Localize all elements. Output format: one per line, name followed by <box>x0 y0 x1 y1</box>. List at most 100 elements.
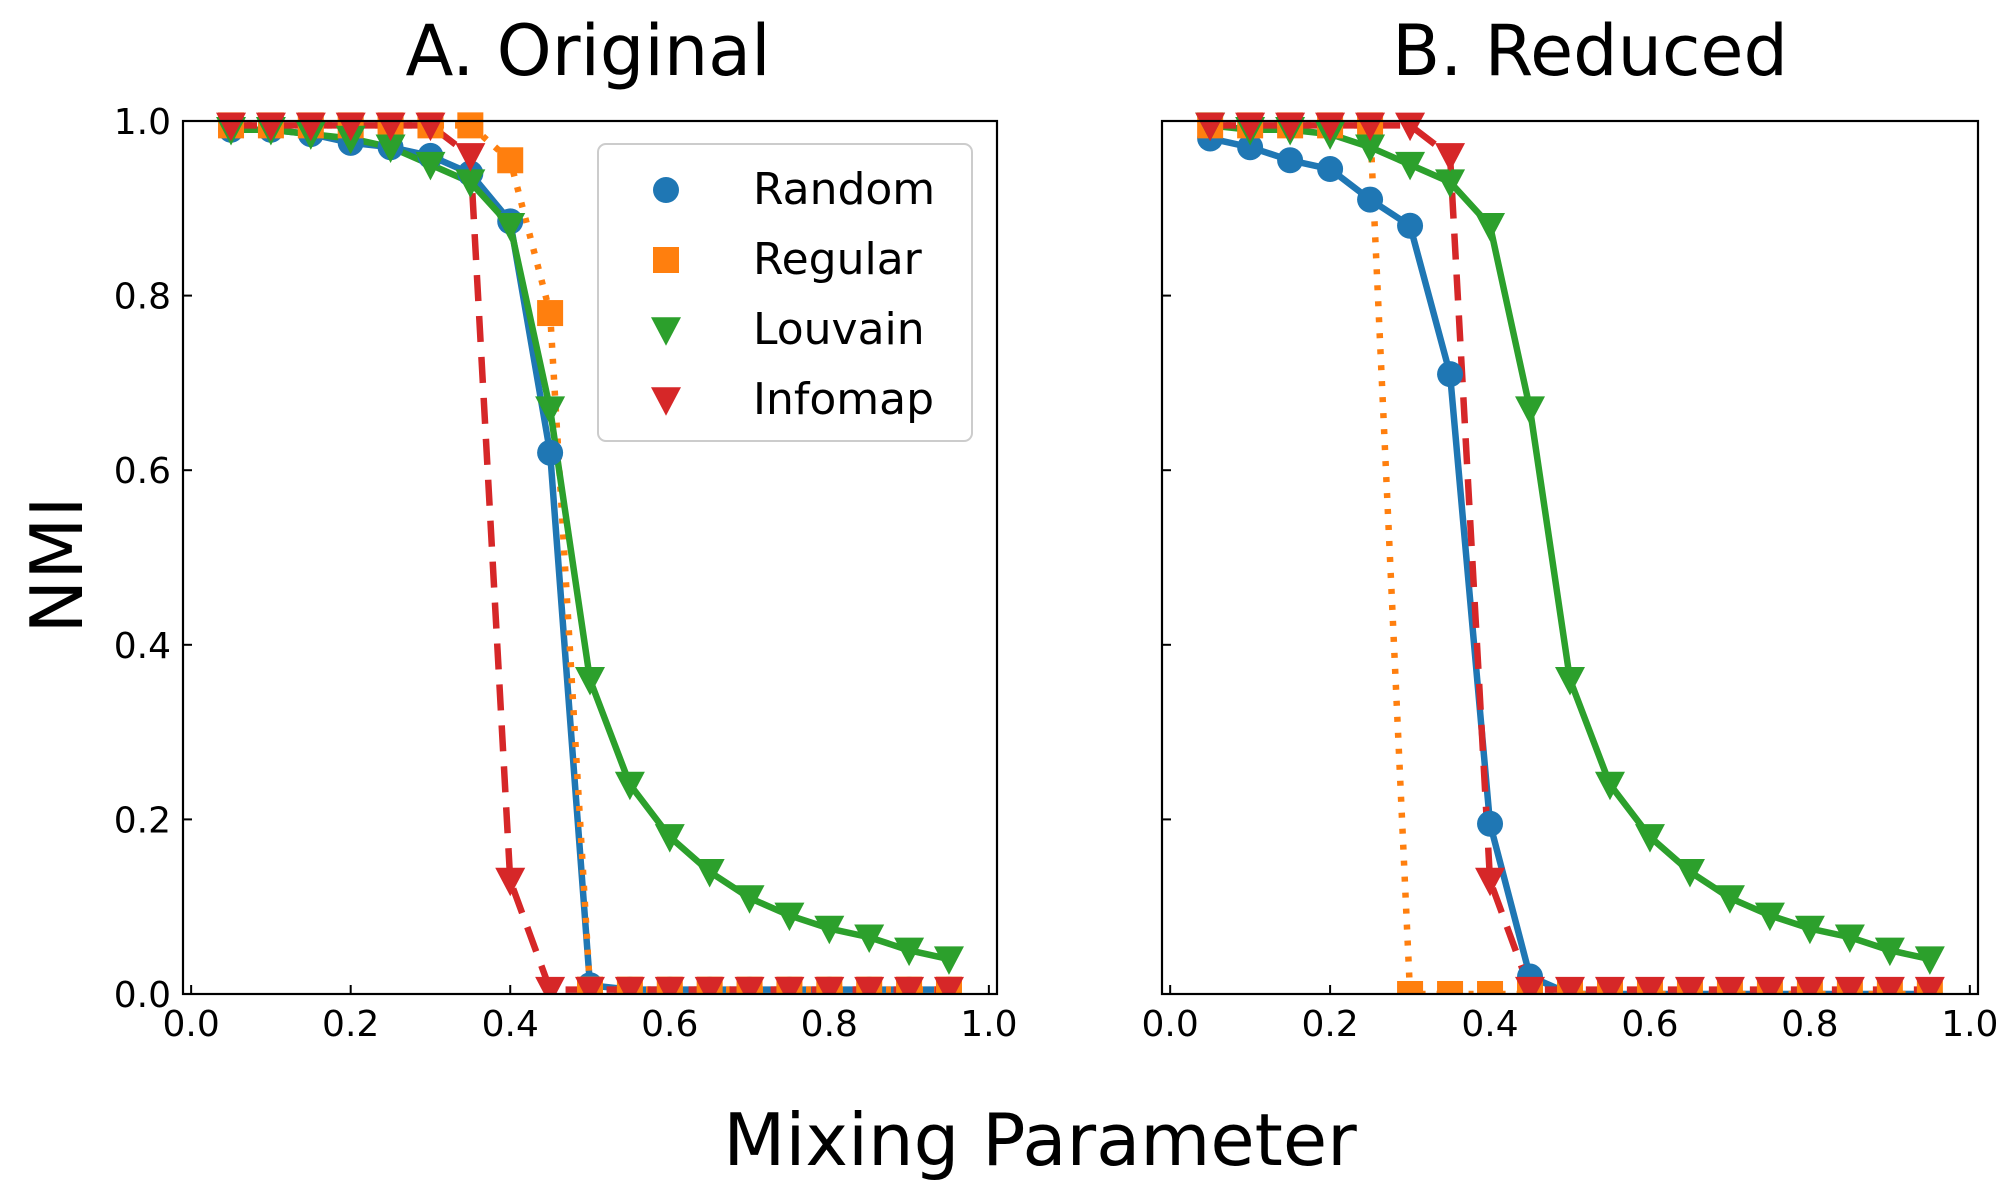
panel-a-xtick-label: 0.8 <box>801 1004 858 1045</box>
panel-b-regular-point <box>1437 981 1464 994</box>
panel-b-random-point <box>1357 186 1384 213</box>
panel-a-plot: 0.0 0.2 0.4 0.6 0.8 1.0 0.0 0.2 0.4 0.6 0.8 1.0 Rand… <box>114 102 1018 1045</box>
panel-a-infomap-point <box>933 976 964 994</box>
panel-b-regular-point <box>1397 981 1424 994</box>
panel-a-infomap-point <box>774 976 805 994</box>
panel-a-infomap-point <box>814 976 845 994</box>
panel-a-infomap-point <box>335 112 366 142</box>
legend-infomap-label: Infomap <box>753 374 934 425</box>
legend: Random Regular Louvain Infomap <box>597 143 973 442</box>
panel-a-louvain-point <box>933 946 964 975</box>
x-axis-label: Mixing Parameter <box>723 1098 1357 1182</box>
panel-b-random-point <box>1397 212 1424 239</box>
panel-b-infomap-line <box>1210 122 1930 993</box>
panel-a-louvain-point <box>814 915 845 945</box>
panel-b-louvain-point <box>1435 169 1466 198</box>
panel-a-infomap-point <box>535 976 566 994</box>
panel-b-frame <box>1160 119 1980 996</box>
panel-a-louvain-point <box>455 169 486 198</box>
panel-b-louvain-point <box>1475 213 1506 242</box>
panel-a-louvain-point <box>614 771 645 801</box>
panel-a-louvain-point <box>694 859 725 888</box>
legend-random-marker <box>653 177 679 203</box>
panel-b-infomap-point <box>1754 976 1785 994</box>
panel-b-infomap-point <box>1355 112 1386 142</box>
legend-louvain-label: Louvain <box>753 304 925 355</box>
panel-b-infomap-point <box>1475 867 1506 897</box>
panel-a-louvain-point <box>495 213 526 242</box>
panel-b-infomap-point <box>1874 976 1905 994</box>
panel-a-infomap-point <box>734 976 765 994</box>
panel-a-louvain-point <box>654 824 685 853</box>
panel-b-xtick-label: 0.8 <box>1781 1004 1838 1045</box>
panel-a-regular-point <box>537 300 564 327</box>
panel-b-xtick-label: 0.6 <box>1621 1004 1678 1045</box>
legend-regular-marker <box>653 247 679 273</box>
panel-b-louvain-point <box>1794 915 1825 945</box>
panel-b-infomap-point <box>1634 976 1665 994</box>
panel-a-infomap-point <box>854 976 885 994</box>
panel-b-xtick-label: 1.0 <box>1941 1004 1998 1045</box>
panel-b-infomap-point <box>1195 112 1226 142</box>
panel-a-louvain-point <box>774 902 805 932</box>
panel-b-louvain-point <box>1634 824 1665 853</box>
panel-b-louvain-point <box>1355 134 1386 163</box>
panel-a-louvain-point <box>415 151 446 181</box>
panel-a-louvain-point <box>894 937 925 967</box>
panel-b-louvain-point <box>1555 666 1585 696</box>
panel-a-infomap-point <box>894 976 925 994</box>
panel-a-ytick-label: 1.0 <box>114 102 171 143</box>
panel-a-random-point <box>537 439 564 466</box>
panel-a-infomap-point <box>455 143 486 172</box>
panel-b-infomap-point <box>1275 112 1306 142</box>
panel-b-louvain-line <box>1209 122 1931 963</box>
panel-a-infomap-point <box>654 976 685 994</box>
panel-a-infomap-point <box>216 112 247 142</box>
panel-b-random-line <box>1209 135 1930 994</box>
panel-b-xtick-label: 0.2 <box>1301 1004 1358 1045</box>
panel-a-ytick-label: 0.2 <box>114 800 171 841</box>
panel-b-infomap-point <box>1315 112 1346 142</box>
panel-b-random-point <box>1437 361 1464 388</box>
panel-b-random-point <box>1237 134 1264 161</box>
panel-a-ytick-label: 0.8 <box>114 277 171 318</box>
panel-a-louvain-point <box>375 134 406 163</box>
panel-a-infomap-point <box>255 112 286 142</box>
panel-a-infomap-point <box>375 112 406 142</box>
panel-b-regular-point <box>1477 981 1504 994</box>
panel-a-xtick-label: 1.0 <box>960 1004 1017 1045</box>
panel-a-louvain-point <box>854 924 885 954</box>
panel-b-infomap-point <box>1674 976 1705 994</box>
panel-b-infomap-point <box>1914 976 1945 994</box>
panel-b-xtick-label: 0.4 <box>1461 1004 1518 1045</box>
panel-a-xtick-label: 0.6 <box>641 1004 698 1045</box>
panel-b-regular-line <box>1210 122 1930 994</box>
panel-b-louvain-point <box>1754 902 1785 932</box>
panel-a-infomap-point <box>295 112 326 142</box>
legend-random-label: Random <box>753 164 935 215</box>
panel-a-title: A. Original <box>405 10 770 92</box>
panel-b-xtick-label: 0.0 <box>1142 1004 1199 1045</box>
panel-b-random-point <box>1277 147 1304 174</box>
panel-a-infomap-point <box>694 976 725 994</box>
panel-b-louvain-point <box>1834 924 1865 954</box>
panel-b-louvain-point <box>1714 885 1745 914</box>
panel-b-infomap-point <box>1515 976 1546 994</box>
panel-a-xtick-label: 0.2 <box>322 1004 379 1045</box>
panel-a-infomap-point <box>415 112 446 142</box>
panel-b-infomap-point <box>1794 976 1825 994</box>
panel-b-random-point <box>1317 156 1344 183</box>
panel-b-infomap-point <box>1834 976 1865 994</box>
panel-a-regular-point <box>497 147 524 174</box>
panel-a-xtick-label: 0.4 <box>482 1004 539 1045</box>
panel-b-title: B. Reduced <box>1392 10 1788 92</box>
panel-b-louvain-point <box>1914 946 1945 975</box>
panel-b-infomap-point <box>1555 976 1585 994</box>
legend-box <box>597 143 973 442</box>
y-axis-label: NMI <box>15 496 99 633</box>
panel-b-infomap-point <box>1395 112 1426 142</box>
panel-b-louvain-point <box>1515 396 1546 425</box>
panel-a-ytick-label: 0.4 <box>114 626 171 667</box>
panel-b-louvain-point <box>1594 771 1625 801</box>
